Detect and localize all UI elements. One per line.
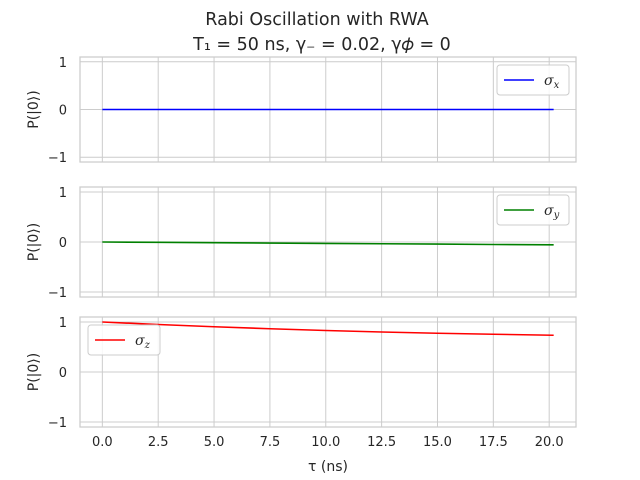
series-line-σy [102, 241, 554, 246]
x-tick-label: 17.5 [479, 435, 508, 450]
legend: σx [496, 64, 570, 96]
y-tick-label: −1 [48, 416, 67, 431]
x-tick-label: 10.0 [311, 435, 340, 450]
x-axis-label: τ (ns) [308, 459, 348, 475]
x-tick-label: 20.0 [535, 435, 564, 450]
panel-frame [79, 186, 577, 298]
x-tick-label: 0.0 [92, 435, 113, 450]
x-tick-label: 2.5 [148, 435, 169, 450]
panel-2: 1 0 −1 P(|0⟩) σy [26, 186, 577, 301]
x-tick-label: 15.0 [423, 435, 452, 450]
legend: σy [496, 194, 570, 226]
y-tick-label: −1 [48, 151, 67, 166]
y-axis-label: P(|0⟩) [26, 353, 42, 391]
y-tick-label: −1 [48, 286, 67, 301]
chart-title-line1: Rabi Oscillation with RWA [205, 10, 428, 30]
legend-label: σz [135, 333, 151, 351]
panel-frame [79, 316, 577, 428]
x-tick-label: 12.5 [367, 435, 396, 450]
panel-frame [79, 56, 577, 163]
series-line-σz [102, 321, 554, 337]
y-tick-label: 0 [59, 236, 67, 251]
legend-label: σy [544, 203, 560, 221]
legend: σz [87, 324, 161, 356]
panel-1: 1 0 −1 P(|0⟩) σx [26, 56, 577, 166]
legend-label: σx [544, 73, 560, 91]
y-tick-label: 0 [59, 104, 67, 119]
x-tick-label: 7.5 [260, 435, 281, 450]
y-tick-label: 1 [59, 316, 67, 331]
y-axis-label: P(|0⟩) [26, 223, 42, 261]
chart-title-line2: T₁ = 50 ns, γ₋ = 0.02, γ𝜙 = 0 [192, 35, 451, 55]
x-tick-label: 5.0 [204, 435, 225, 450]
y-axis-label: P(|0⟩) [26, 90, 42, 128]
y-tick-label: 1 [59, 186, 67, 201]
panel-3: 1 0 −1 P(|0⟩) 0.0 2.5 5.0 7.5 10.0 12.5 15.0 17.5 20… [26, 316, 577, 450]
y-tick-label: 0 [59, 366, 67, 381]
y-tick-label: 1 [59, 56, 67, 71]
